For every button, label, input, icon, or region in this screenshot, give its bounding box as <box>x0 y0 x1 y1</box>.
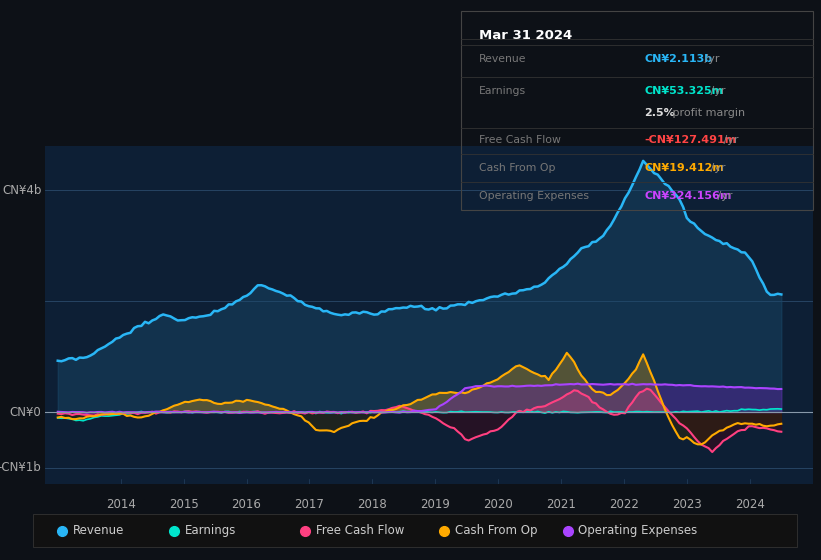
Text: 2024: 2024 <box>735 498 765 511</box>
Text: /yr: /yr <box>701 54 719 64</box>
Text: Revenue: Revenue <box>73 524 124 537</box>
Text: 2022: 2022 <box>609 498 639 511</box>
Text: profit margin: profit margin <box>669 108 745 118</box>
Text: CN¥4b: CN¥4b <box>2 184 41 197</box>
Text: Revenue: Revenue <box>479 54 526 64</box>
Text: Free Cash Flow: Free Cash Flow <box>479 136 561 146</box>
Text: /yr: /yr <box>708 86 726 96</box>
Text: 2.5%: 2.5% <box>644 108 675 118</box>
Text: -CN¥127.491m: -CN¥127.491m <box>644 136 736 146</box>
Text: Cash From Op: Cash From Op <box>455 524 538 537</box>
Text: 2020: 2020 <box>484 498 513 511</box>
Text: Mar 31 2024: Mar 31 2024 <box>479 29 572 42</box>
Text: CN¥2.113b: CN¥2.113b <box>644 54 713 64</box>
Text: Free Cash Flow: Free Cash Flow <box>316 524 405 537</box>
Text: Earnings: Earnings <box>185 524 236 537</box>
Text: 2018: 2018 <box>357 498 388 511</box>
Text: CN¥19.412m: CN¥19.412m <box>644 164 724 173</box>
Text: CN¥324.156m: CN¥324.156m <box>644 191 732 201</box>
Text: 2017: 2017 <box>295 498 324 511</box>
Text: Earnings: Earnings <box>479 86 526 96</box>
Text: 2019: 2019 <box>420 498 450 511</box>
Text: CN¥53.325m: CN¥53.325m <box>644 86 723 96</box>
Text: 2014: 2014 <box>106 498 135 511</box>
Text: /yr: /yr <box>720 136 739 146</box>
Text: -CN¥1b: -CN¥1b <box>0 461 41 474</box>
Text: CN¥0: CN¥0 <box>10 405 41 419</box>
Text: Cash From Op: Cash From Op <box>479 164 556 173</box>
Text: Operating Expenses: Operating Expenses <box>579 524 698 537</box>
Text: 2023: 2023 <box>672 498 702 511</box>
Text: 2015: 2015 <box>168 498 199 511</box>
Text: 2016: 2016 <box>232 498 261 511</box>
Text: Operating Expenses: Operating Expenses <box>479 191 589 201</box>
Text: 2021: 2021 <box>546 498 576 511</box>
FancyBboxPatch shape <box>33 514 797 547</box>
Text: /yr: /yr <box>708 164 726 173</box>
Text: /yr: /yr <box>713 191 732 201</box>
